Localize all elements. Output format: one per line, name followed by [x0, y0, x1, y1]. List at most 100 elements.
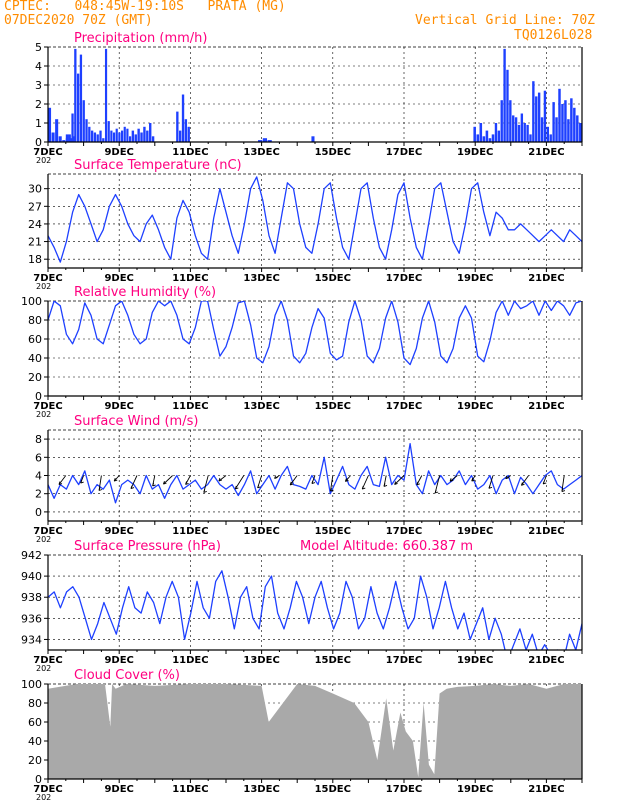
- precip-bar: [134, 134, 137, 142]
- precip-bar: [579, 123, 582, 142]
- rh-line: [48, 301, 582, 366]
- temp-series: [48, 176, 582, 263]
- wind-arrow-head: [542, 480, 545, 485]
- precip-bar: [512, 115, 515, 142]
- temp-xtick-label: 7DEC: [33, 273, 62, 284]
- wind-xtick-label: 15DEC: [315, 526, 351, 537]
- precip-bar: [258, 140, 263, 142]
- precip-bar: [523, 123, 526, 142]
- precip-bar: [128, 136, 132, 142]
- press-xtick-label: 7DEC: [33, 655, 62, 666]
- cloud-xtick-label: 19DEC: [457, 784, 493, 795]
- wind-arrow-head: [80, 479, 83, 484]
- precip-bar: [112, 132, 116, 142]
- run-date-header: 07DEC2020 70Z (GMT): [4, 13, 153, 28]
- temp-ytick-label: 24: [28, 218, 42, 231]
- precip-bar: [491, 134, 495, 142]
- wind-arrow: [289, 475, 298, 486]
- wind-arrow: [58, 475, 67, 485]
- rh-xtick-label: 9DEC: [104, 401, 133, 412]
- wind-arrow-head: [203, 489, 206, 493]
- precip-bar: [179, 130, 182, 142]
- wind-xtick-label: 19DEC: [457, 526, 493, 537]
- precip-bar: [55, 119, 59, 142]
- wind-arrow-head: [152, 482, 155, 487]
- rh-series: [48, 301, 582, 366]
- wind-arrow: [234, 475, 245, 490]
- precip-bar: [506, 69, 509, 142]
- wind-arrow-head: [471, 477, 474, 482]
- cloud-ytick-label: 40: [28, 735, 42, 748]
- precip-bar: [497, 130, 501, 142]
- wind-arrow-head: [98, 487, 101, 491]
- precip-bar: [532, 81, 535, 142]
- precip-bar: [567, 119, 570, 142]
- precip-bar: [58, 136, 62, 142]
- precip-ytick-label: 5: [35, 41, 42, 54]
- wind-arrow-head: [344, 478, 347, 482]
- precip-bar: [120, 130, 124, 142]
- temp-xtick-label: 21DEC: [528, 273, 564, 284]
- wind-arrow-head: [163, 480, 165, 485]
- precip-bar: [151, 136, 155, 142]
- precip-bar: [549, 134, 552, 142]
- cloud-ytick-label: 20: [28, 754, 42, 767]
- precip-panel: 0 1 2 3 4 5 7DEC 9DEC 11DEC 13DEC 15DEC 17DEC 19DEC 2…: [33, 31, 583, 165]
- press-xtick-label: 13DEC: [243, 655, 279, 666]
- wind-vectors: [58, 475, 566, 494]
- precip-bar: [564, 100, 567, 142]
- cloud-series: [48, 684, 582, 779]
- cloud-xtick-label: 21DEC: [528, 784, 564, 795]
- wind-arrow-head: [394, 481, 397, 485]
- precip-bar: [176, 111, 179, 142]
- precip-bar: [509, 100, 512, 142]
- wind-arrow-head: [561, 488, 564, 492]
- precip-ytick-label: 4: [35, 60, 42, 73]
- precip-year-label: 202: [36, 156, 51, 165]
- precip-bar: [187, 126, 190, 142]
- precip-bar: [543, 90, 547, 142]
- rh-xtick-label: 17DEC: [386, 401, 422, 412]
- press-xtick-label: 11DEC: [172, 655, 208, 666]
- rh-year-label: 202: [36, 410, 51, 419]
- wind-arrow-head: [505, 475, 508, 479]
- precip-bar: [561, 104, 564, 142]
- precip-bar: [529, 134, 532, 142]
- precip-ytick-label: 3: [35, 79, 42, 92]
- precip-bar: [107, 121, 110, 142]
- cloud-area: [48, 684, 582, 779]
- wind-title: Surface Wind (m/s): [74, 414, 198, 429]
- wind-arrow: [113, 475, 120, 482]
- grid-line-note: Vertical Grid Line: 70Z: [415, 13, 596, 28]
- model-id-note: TQ0126L028: [514, 28, 593, 43]
- precip-title: Precipitation (mm/h): [74, 31, 207, 46]
- wind-ytick-label: 0: [35, 506, 42, 519]
- precip-bar: [535, 96, 538, 142]
- wind-arrow-head: [488, 485, 491, 489]
- precip-bar: [96, 134, 99, 142]
- rh-panel: 0 20 40 60 80 100 7DEC 9DEC 11DEC 13DEC 15DEC 17DEC…: [21, 285, 583, 419]
- precip-bar: [76, 73, 80, 142]
- precip-ytick-label: 1: [35, 117, 42, 130]
- precip-bar: [494, 123, 498, 142]
- temp-ytick-label: 30: [28, 183, 42, 196]
- rh-xtick-label: 11DEC: [172, 401, 208, 412]
- cloud-year-label: 202: [36, 793, 51, 800]
- precip-bar: [476, 134, 480, 142]
- temp-line: [48, 176, 582, 263]
- wind-arrow: [561, 475, 565, 492]
- precip-bar: [74, 48, 77, 142]
- rh-xtick-label: 13DEC: [243, 401, 279, 412]
- rh-ytick-label: 20: [28, 371, 42, 384]
- precip-bar: [485, 130, 489, 142]
- press-panel: 934 936 938 940 942 7DEC 9DEC 11DEC 13DEC 15DEC 17…: [21, 539, 583, 673]
- wind-arrow-head: [434, 489, 437, 494]
- press-year-label: 202: [36, 664, 51, 673]
- cloud-ytick-label: 80: [28, 697, 42, 710]
- precip-bar: [552, 102, 555, 142]
- precip-xtick-label: 9DEC: [104, 147, 133, 158]
- wind-line: [48, 442, 582, 504]
- temp-xtick-label: 13DEC: [243, 273, 279, 284]
- precip-bar: [62, 140, 66, 142]
- wind-arrow-head: [361, 485, 364, 490]
